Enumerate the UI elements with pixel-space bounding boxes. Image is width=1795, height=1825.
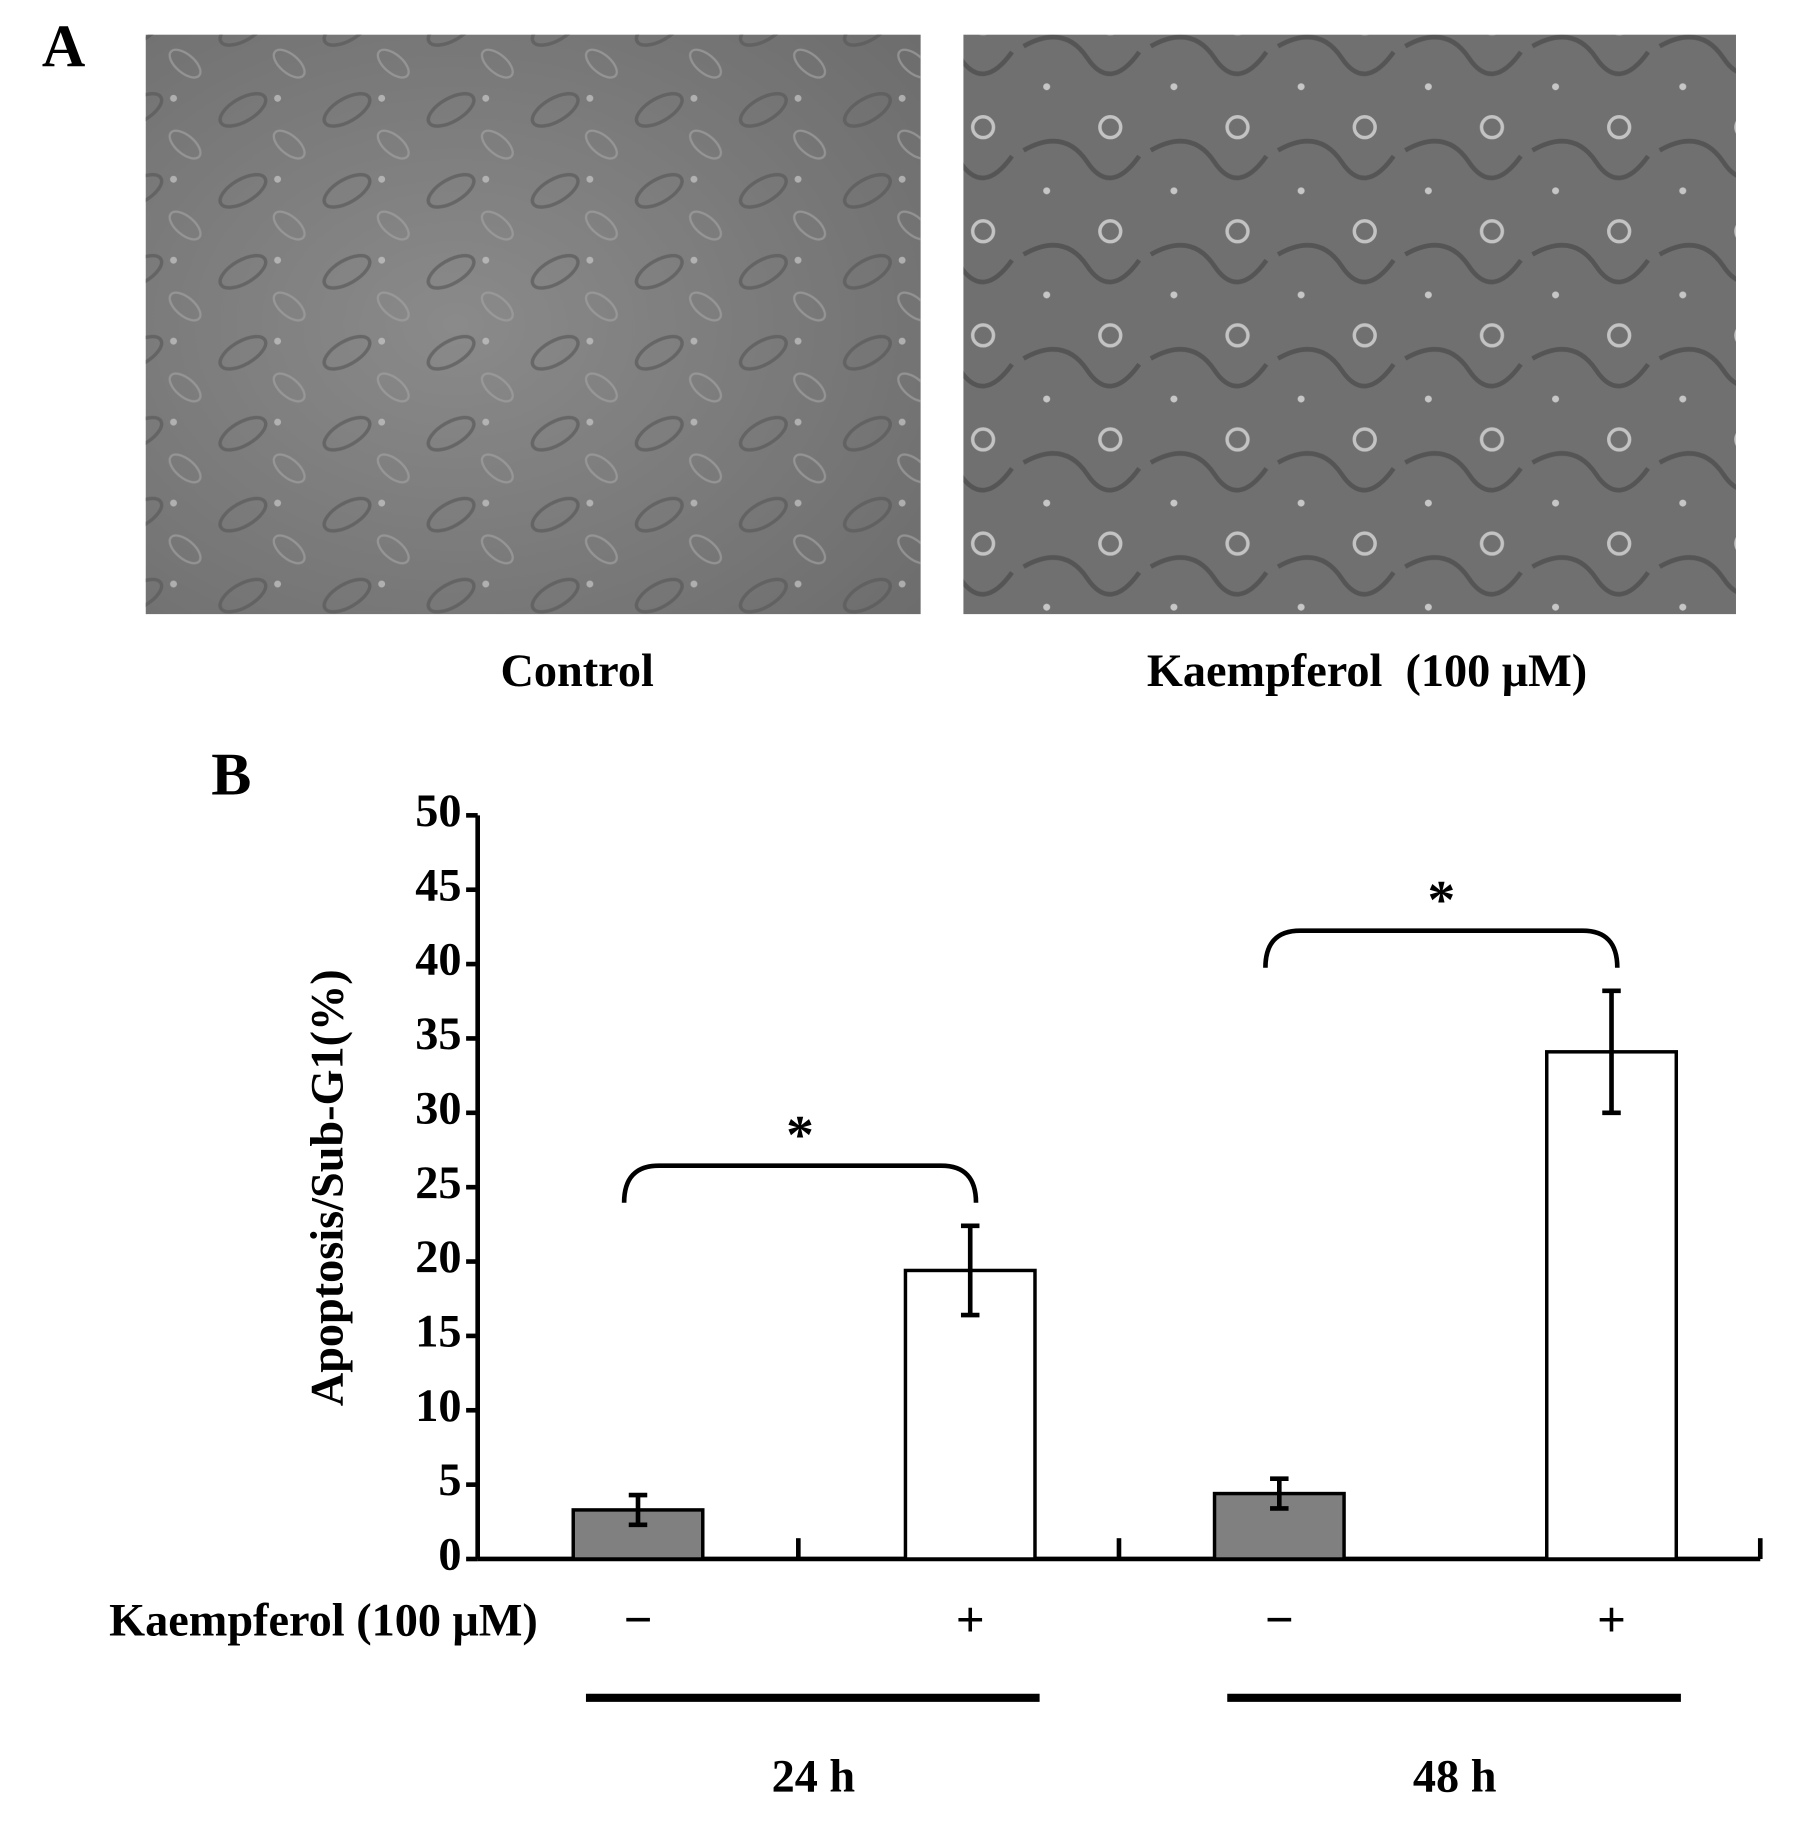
treatment-label: Kaempferol (100 μM): [109, 1596, 538, 1647]
significance-marker: *: [1427, 870, 1455, 931]
y-tick-label: 10: [415, 1381, 461, 1432]
bar: [1545, 1050, 1679, 1561]
panel-label: A: [42, 13, 85, 80]
group-label: 24 h: [772, 1752, 856, 1803]
micrograph-texture: [963, 34, 1736, 615]
bar: [903, 1268, 1037, 1561]
y-tick-label: 30: [415, 1083, 461, 1134]
image-caption: Kaempferol (100 μM): [1147, 646, 1587, 697]
y-tick-label: 35: [415, 1009, 461, 1060]
y-tick-label: 40: [415, 935, 461, 986]
x-tick-label: +: [1597, 1593, 1626, 1649]
y-tick-label: 0: [438, 1530, 461, 1581]
x-tick-label: −: [1265, 1593, 1294, 1649]
image-caption: Control: [500, 646, 653, 697]
significance-bracket: [621, 1163, 979, 1203]
y-tick-label: 20: [415, 1232, 461, 1283]
y-tick-label: 5: [438, 1455, 461, 1506]
y-tick-label: 25: [415, 1158, 461, 1209]
significance-marker: *: [786, 1105, 814, 1166]
y-tick-label: 45: [415, 860, 461, 911]
y-tick-label: 50: [415, 786, 461, 837]
panel-label: B: [211, 741, 251, 808]
group-label: 48 h: [1413, 1752, 1497, 1803]
x-tick-label: +: [956, 1593, 985, 1649]
y-tick-label: 15: [415, 1307, 461, 1358]
significance-bracket: [1263, 928, 1620, 968]
y-axis-label: Apoptosis/Sub-G1(%): [303, 969, 354, 1406]
micrograph-texture: [145, 34, 921, 615]
x-tick-label: −: [624, 1593, 653, 1649]
